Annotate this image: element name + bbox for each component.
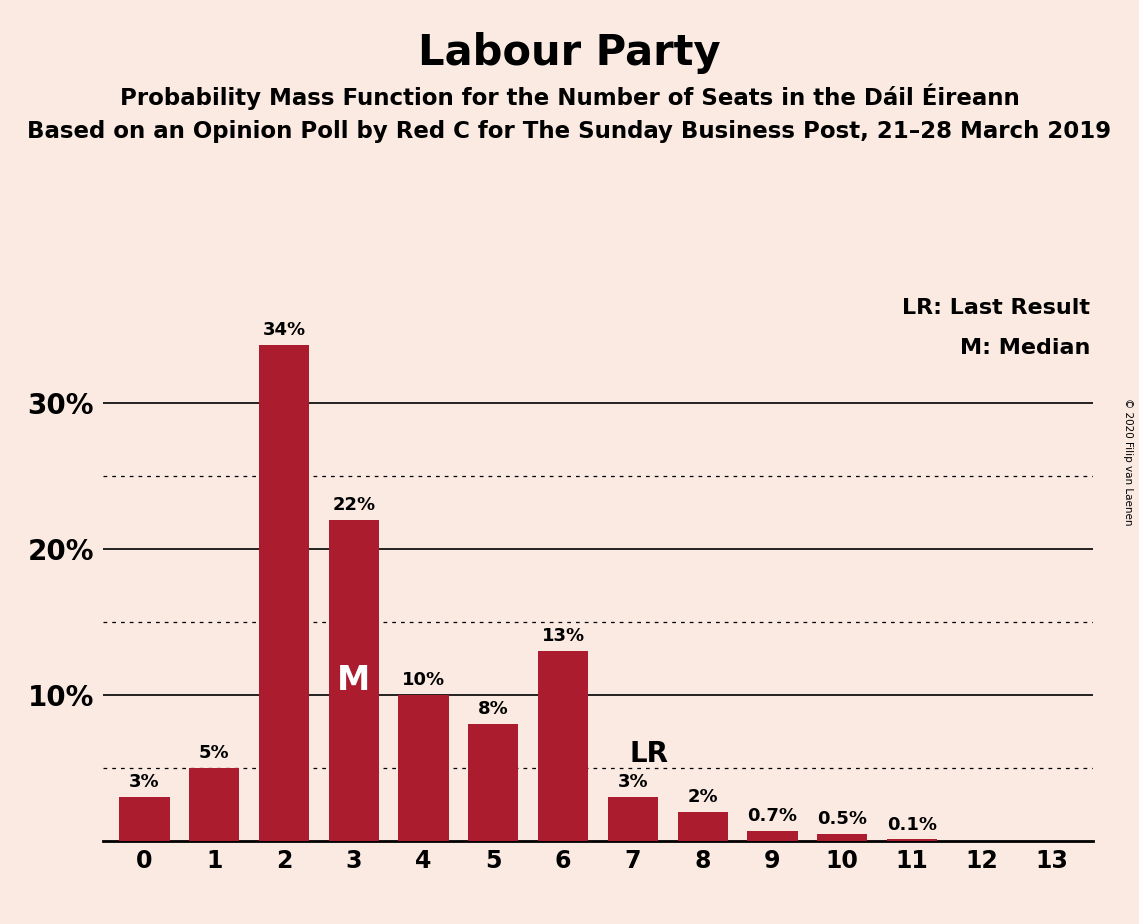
Text: 22%: 22% — [333, 496, 375, 514]
Text: 13%: 13% — [541, 627, 584, 645]
Text: 0.5%: 0.5% — [817, 809, 867, 828]
Bar — [678, 811, 728, 841]
Text: 3%: 3% — [617, 773, 648, 791]
Text: LR: Last Result: LR: Last Result — [902, 298, 1090, 318]
Text: 2%: 2% — [687, 788, 718, 806]
Bar — [329, 520, 379, 841]
Bar — [747, 831, 797, 841]
Text: © 2020 Filip van Laenen: © 2020 Filip van Laenen — [1123, 398, 1133, 526]
Bar — [538, 651, 588, 841]
Text: 3%: 3% — [129, 773, 159, 791]
Bar — [468, 724, 518, 841]
Text: 0.7%: 0.7% — [747, 807, 797, 825]
Bar — [608, 797, 658, 841]
Bar — [189, 768, 239, 841]
Bar — [120, 797, 170, 841]
Text: 5%: 5% — [199, 744, 229, 762]
Text: LR: LR — [630, 740, 669, 768]
Text: Labour Party: Labour Party — [418, 32, 721, 74]
Bar — [887, 839, 937, 841]
Text: 10%: 10% — [402, 671, 445, 689]
Text: 8%: 8% — [478, 700, 509, 718]
Text: Probability Mass Function for the Number of Seats in the Dáil Éireann: Probability Mass Function for the Number… — [120, 83, 1019, 110]
Bar — [259, 345, 309, 841]
Text: 34%: 34% — [262, 321, 305, 339]
Text: M: Median: M: Median — [959, 337, 1090, 358]
Text: 0.1%: 0.1% — [887, 816, 937, 833]
Text: M: M — [337, 663, 370, 697]
Text: Based on an Opinion Poll by Red C for The Sunday Business Post, 21–28 March 2019: Based on an Opinion Poll by Red C for Th… — [27, 120, 1112, 143]
Bar — [817, 833, 867, 841]
Bar — [399, 695, 449, 841]
